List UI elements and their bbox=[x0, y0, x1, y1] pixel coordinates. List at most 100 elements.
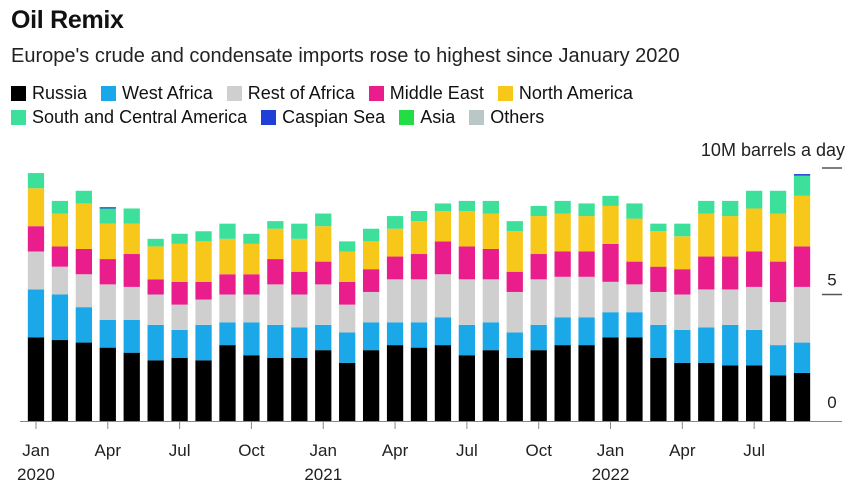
bar-segment bbox=[51, 213, 69, 247]
bar-segment bbox=[434, 274, 452, 318]
bar-segment bbox=[219, 345, 236, 421]
bar-segment bbox=[51, 246, 69, 267]
bar-segment bbox=[482, 279, 499, 323]
bar-segment bbox=[506, 221, 523, 232]
bar-segment bbox=[554, 200, 571, 214]
bar-segment bbox=[674, 236, 691, 270]
bar-segment bbox=[698, 213, 715, 257]
bar-segment bbox=[506, 332, 523, 358]
bar-segment bbox=[554, 276, 571, 318]
bar-segment bbox=[722, 324, 739, 366]
x-tick-label: Jul bbox=[743, 441, 765, 460]
bar-segment bbox=[674, 269, 691, 295]
bar-segment bbox=[339, 281, 356, 305]
bar-segment bbox=[698, 200, 715, 214]
bar-segment bbox=[99, 347, 116, 421]
bar-segment bbox=[674, 362, 691, 421]
bar-segment bbox=[626, 337, 643, 421]
bar-segment bbox=[410, 254, 428, 280]
bar-segment bbox=[769, 345, 787, 376]
bar-segment bbox=[698, 289, 715, 328]
bar-segment bbox=[698, 256, 715, 290]
legend-swatch bbox=[399, 110, 415, 125]
bar-segment bbox=[123, 352, 140, 421]
bar-segment bbox=[674, 223, 691, 237]
bar-segment bbox=[793, 246, 811, 287]
bar-segment bbox=[434, 345, 452, 421]
x-tick-label: Apr bbox=[95, 441, 122, 460]
bar-segment bbox=[75, 248, 92, 275]
bar-segment bbox=[195, 324, 212, 361]
bar-segment bbox=[315, 324, 332, 351]
bar-segment bbox=[602, 281, 619, 313]
bar-segment bbox=[554, 213, 571, 252]
bar-segment bbox=[99, 208, 116, 224]
bar-segment bbox=[267, 324, 284, 358]
legend-label: Russia bbox=[32, 83, 88, 103]
bar-segment bbox=[482, 350, 499, 421]
bar-segment bbox=[195, 299, 212, 325]
bar-segment bbox=[626, 284, 643, 313]
bar-segment bbox=[722, 289, 739, 325]
bar-segment bbox=[602, 205, 619, 244]
bar-segment bbox=[267, 357, 284, 421]
bar-segment bbox=[482, 248, 499, 280]
bar-segment bbox=[722, 256, 739, 290]
bar-segment bbox=[362, 291, 380, 323]
bar-segment bbox=[554, 251, 571, 277]
legend-swatch bbox=[497, 86, 513, 101]
bar-segment bbox=[530, 279, 547, 325]
bar-segment bbox=[243, 355, 260, 421]
chart-subtitle: Europe's crude and condensate imports ro… bbox=[11, 45, 680, 67]
bar-segment bbox=[171, 329, 188, 358]
bar-segment bbox=[434, 317, 452, 346]
bar-segment bbox=[458, 246, 476, 280]
bar-segment bbox=[27, 251, 45, 290]
bar-segment bbox=[27, 173, 45, 189]
bar-segment bbox=[698, 362, 715, 421]
bar-segment bbox=[769, 302, 787, 346]
bar-segment bbox=[75, 203, 92, 249]
bar-segment bbox=[51, 200, 69, 214]
bar-segment bbox=[27, 337, 45, 421]
x-tick-label: Jan bbox=[310, 441, 337, 460]
x-tick-year-label: 2022 bbox=[592, 465, 630, 484]
bar-segment bbox=[482, 322, 499, 351]
bar-segment bbox=[410, 322, 428, 348]
bar-segment bbox=[315, 350, 332, 421]
bar-segment bbox=[626, 261, 643, 285]
x-tick-label: Jul bbox=[456, 441, 478, 460]
bar-segment bbox=[171, 281, 188, 305]
bar-segment bbox=[602, 195, 619, 206]
bar-segment bbox=[123, 223, 140, 255]
bar-segment bbox=[195, 241, 212, 282]
bar-segment bbox=[219, 274, 236, 295]
y-axis-unit-label: 10M barrels a day bbox=[700, 140, 845, 160]
bar-segment bbox=[746, 208, 763, 252]
bar-segment bbox=[578, 203, 595, 217]
bar-segment bbox=[650, 223, 667, 232]
x-tick-label: Apr bbox=[382, 441, 409, 460]
bar-segment bbox=[578, 216, 595, 252]
bar-segment bbox=[243, 322, 260, 356]
bar-segment bbox=[339, 362, 356, 421]
bar-segment bbox=[506, 231, 523, 272]
bar-segment bbox=[99, 223, 116, 260]
bar-segment bbox=[386, 228, 404, 257]
bar-segment bbox=[386, 279, 404, 323]
bar-segment bbox=[291, 238, 308, 272]
legend-item: Caspian Sea bbox=[261, 107, 385, 128]
legend-label: Others bbox=[490, 107, 545, 127]
bar-segment bbox=[51, 294, 69, 341]
bar-segment bbox=[746, 286, 763, 330]
bar-segment bbox=[123, 208, 140, 224]
bar-segment bbox=[793, 286, 811, 343]
bar-segment bbox=[602, 312, 619, 338]
bar-segment bbox=[147, 238, 164, 247]
legend-swatch bbox=[11, 110, 26, 125]
legend-swatch bbox=[11, 86, 26, 101]
bar-segment bbox=[267, 284, 284, 325]
bar-segment bbox=[171, 357, 188, 421]
bar-segment bbox=[75, 342, 92, 421]
